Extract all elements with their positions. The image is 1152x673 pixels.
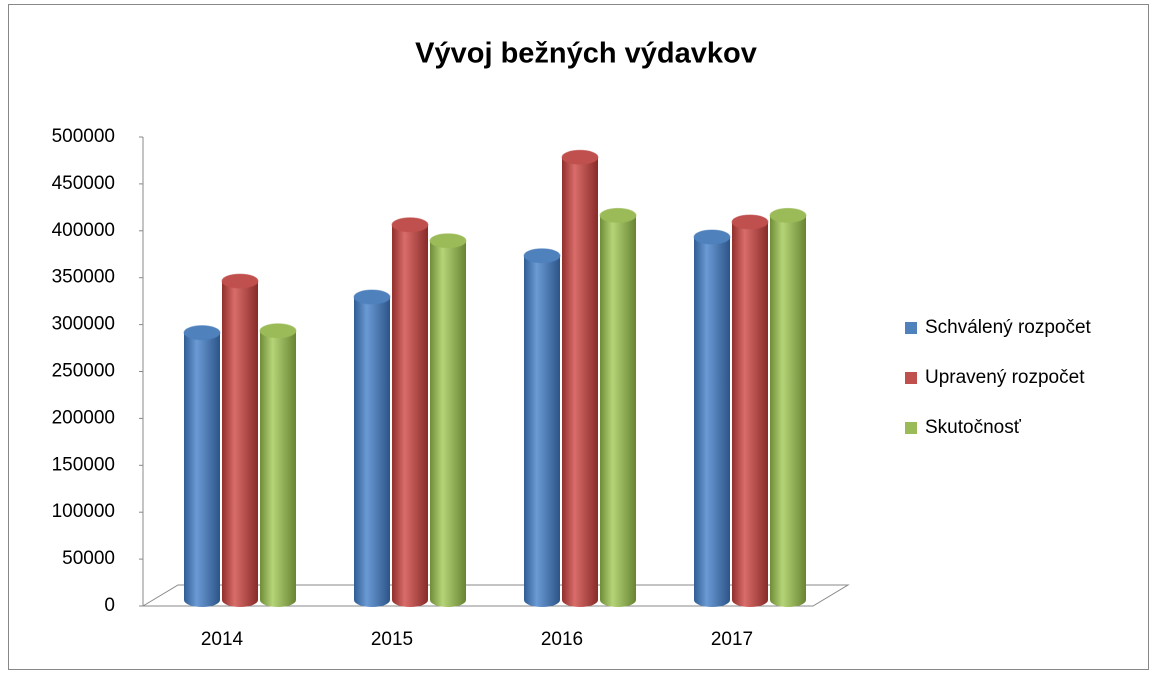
y-tick-label: 100000 [52,501,115,522]
bar-body [600,215,636,601]
floor [141,584,850,607]
y-tick-label: 450000 [52,173,115,194]
bar-bottom [732,593,768,607]
bar-bottom [354,593,390,607]
bar-top [259,323,297,339]
bar [259,323,297,607]
bar-body [354,297,390,600]
y-tick-label: 300000 [52,314,115,335]
bar-body [770,215,806,601]
bar [523,248,561,607]
bar-body [524,255,560,600]
bar-bottom [184,593,220,607]
bar-top [731,214,769,230]
bar-body [562,157,598,600]
bar-body [694,236,730,600]
legend-label: Skutočnosť [925,417,1022,438]
y-tick-label: 200000 [52,407,115,428]
bar-top [221,273,259,289]
bar-bottom [222,593,258,607]
bar [561,149,599,607]
bar-bottom [562,593,598,607]
bar-bottom [392,593,428,607]
bar-top [391,217,429,233]
legend-swatch [905,372,917,384]
y-tick-label: 250000 [52,361,115,382]
legend-label: Upravený rozpočet [925,367,1085,388]
x-tick-label: 2014 [201,629,244,650]
bar-top [599,207,637,223]
bar-top [183,325,221,341]
chart-title: Vývoj bežných výdavkov [415,38,757,70]
bar-body [260,330,296,600]
bar-body [430,240,466,600]
bar-bottom [524,593,560,607]
bar-top [523,248,561,264]
y-tick-label: 150000 [52,454,115,475]
bar-body [184,332,220,600]
bar-top [769,207,807,223]
bar [693,229,731,607]
bar-bottom [770,593,806,607]
bar-top [429,233,467,249]
y-tick-label: 500000 [52,126,115,147]
bar [391,217,429,607]
bar [183,325,221,607]
x-tick-label: 2015 [371,629,413,650]
y-tick-label: 400000 [52,220,115,241]
bar-bottom [260,593,296,607]
y-tick-label: 0 [104,595,115,616]
bar [221,273,259,607]
bar [353,289,391,607]
x-tick-label: 2017 [711,629,753,650]
bar [429,233,467,607]
legend-swatch [905,422,917,434]
y-tick-label: 50000 [62,548,115,569]
bar-bottom [600,593,636,607]
bar-body [222,281,258,600]
bar-bottom [430,593,466,607]
legend-label: Schválený rozpočet [925,317,1092,338]
bar [599,207,637,607]
y-tick-label: 350000 [52,267,115,288]
bar-body [392,224,428,601]
x-tick-label: 2016 [541,629,583,650]
bar [731,214,769,607]
bar-top [561,149,599,165]
bar-body [732,221,768,600]
legend-swatch [905,322,917,334]
bar [769,207,807,607]
bar-bottom [694,593,730,607]
bar-top [693,229,731,245]
bar-top [353,289,391,305]
